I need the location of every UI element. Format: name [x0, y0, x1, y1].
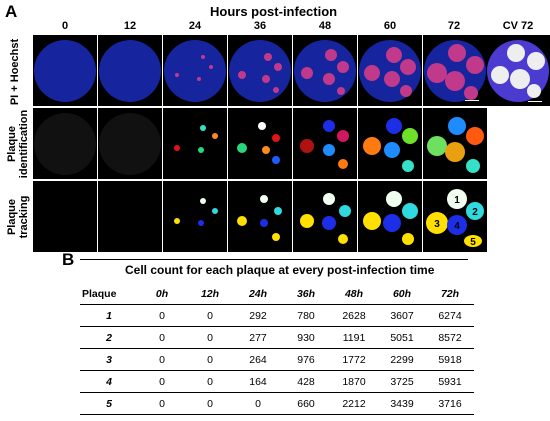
panel-b-title: Cell count for each plaque at every post… [125, 263, 435, 277]
hoechst-image-72h [423, 35, 487, 106]
table-cell: 277 [234, 326, 282, 349]
table-cell: 0 [186, 304, 234, 327]
identification-image-0h [33, 108, 97, 179]
table-cell: 1772 [330, 348, 378, 371]
column-label-cv72: CV 72 [502, 20, 534, 32]
table-cell: 2299 [378, 348, 426, 371]
table-top-rule [80, 259, 468, 260]
tracking-image-72h: 1 2 3 4 5 [423, 181, 487, 252]
table-cell: 3716 [426, 392, 474, 415]
identification-image-60h [358, 108, 422, 179]
tracking-image-12h [98, 181, 162, 252]
hoechst-image-60h [358, 35, 422, 106]
hoechst-image-0h [33, 35, 97, 106]
header-0h: 0h [138, 283, 186, 305]
header-48h: 48h [330, 283, 378, 305]
table-cell: 1191 [330, 326, 378, 349]
tracking-image-48h [293, 181, 357, 252]
table-cell: 6274 [426, 304, 474, 327]
column-label-48: 48 [318, 20, 332, 32]
table-cell: 930 [282, 326, 330, 349]
panel-a-title: Hours post-infection [210, 4, 338, 19]
identification-image-12h [98, 108, 162, 179]
table-cell: 5051 [378, 326, 426, 349]
column-label-72: 72 [447, 20, 461, 32]
table-cell: 2628 [330, 304, 378, 327]
identification-image-48h [293, 108, 357, 179]
hoechst-image-48h [293, 35, 357, 106]
table-cell: 2 [80, 326, 138, 349]
table-cell: 660 [282, 392, 330, 415]
table-cell: 0 [186, 370, 234, 393]
table-row: 4 0 0 164 428 1870 3725 5931 [80, 370, 474, 393]
table-cell: 3725 [378, 370, 426, 393]
plaque-label-5: 5 [470, 237, 476, 248]
column-label-24: 24 [188, 20, 202, 32]
column-label-36: 36 [253, 20, 267, 32]
identification-image-36h [228, 108, 292, 179]
crystal-violet-image-72h [486, 35, 550, 106]
row-label-plaque-identification: Plaque identification [6, 109, 30, 179]
table-cell: 0 [138, 304, 186, 327]
column-label-0: 0 [61, 20, 69, 32]
header-72h: 72h [426, 283, 474, 305]
plaque-label-3: 3 [434, 219, 440, 230]
table-cell: 292 [234, 304, 282, 327]
table-cell: 1 [80, 304, 138, 327]
header-60h: 60h [378, 283, 426, 305]
header-12h: 12h [186, 283, 234, 305]
table-row: 5 0 0 0 660 2212 3439 3716 [80, 392, 474, 415]
table-cell: 780 [282, 304, 330, 327]
table-cell: 5 [80, 392, 138, 415]
table-cell: 0 [186, 392, 234, 415]
table-cell: 264 [234, 348, 282, 371]
table-row: 3 0 0 264 976 1772 2299 5918 [80, 348, 474, 371]
hoechst-image-24h [163, 35, 227, 106]
table-cell: 3439 [378, 392, 426, 415]
table-cell: 0 [138, 348, 186, 371]
table-cell: 428 [282, 370, 330, 393]
tracking-image-0h [33, 181, 97, 252]
row-label-plaque-tracking: Plaque tracking [6, 195, 30, 239]
hoechst-image-12h [98, 35, 162, 106]
table-cell: 3607 [378, 304, 426, 327]
table-cell: 2212 [330, 392, 378, 415]
table-row: 2 0 0 277 930 1191 5051 8572 [80, 326, 474, 349]
table-cell: 164 [234, 370, 282, 393]
identification-image-24h [163, 108, 227, 179]
table-cell: 0 [138, 370, 186, 393]
panel-a-letter: A [5, 2, 18, 21]
table-header-row: Plaque 0h 12h 24h 36h 48h 60h 72h [80, 283, 474, 305]
header-plaque: Plaque [80, 283, 138, 305]
table-row: 1 0 0 292 780 2628 3607 6274 [80, 304, 474, 327]
tracking-image-24h [163, 181, 227, 252]
tracking-image-60h [358, 181, 422, 252]
plaque-label-2: 2 [472, 207, 478, 218]
cell-count-table: Plaque 0h 12h 24h 36h 48h 60h 72h 1 0 0 … [80, 283, 474, 415]
identification-image-72h [423, 108, 487, 179]
panel-b-letter: B [62, 250, 75, 269]
table-cell: 0 [138, 326, 186, 349]
table-cell: 5931 [426, 370, 474, 393]
table-cell: 8572 [426, 326, 474, 349]
column-label-60: 60 [383, 20, 397, 32]
table-cell: 0 [234, 392, 282, 415]
table-cell: 976 [282, 348, 330, 371]
plaque-label-4: 4 [454, 221, 460, 232]
hoechst-image-36h [228, 35, 292, 106]
header-36h: 36h [282, 283, 330, 305]
plaque-label-1: 1 [454, 195, 460, 206]
column-label-12: 12 [123, 20, 137, 32]
table-cell: 4 [80, 370, 138, 393]
table-cell: 0 [186, 348, 234, 371]
tracking-image-36h [228, 181, 292, 252]
table-cell: 0 [138, 392, 186, 415]
table-cell: 3 [80, 348, 138, 371]
table-cell: 5918 [426, 348, 474, 371]
table-cell: 1870 [330, 370, 378, 393]
header-24h: 24h [234, 283, 282, 305]
table-cell: 0 [186, 326, 234, 349]
